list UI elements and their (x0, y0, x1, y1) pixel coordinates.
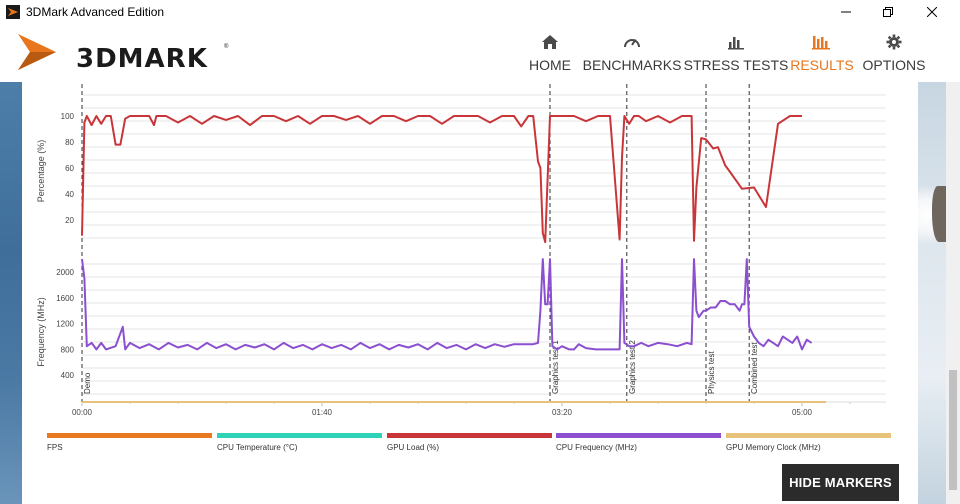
gear-icon (886, 33, 902, 51)
percentage-chart-ytick-label: 20 (65, 216, 74, 225)
legend-gpu-load[interactable]: GPU Load (%) (387, 433, 552, 452)
legend-cpu-temperature-swatch (217, 433, 382, 438)
frequency-chart-ytick-label: 1600 (56, 294, 74, 303)
frequency-chart-ylabel: Frequency (MHz) (36, 297, 46, 367)
legend-gpu-load-label: GPU Load (%) (387, 443, 440, 452)
logo-text: 3DMARK (76, 44, 208, 74)
percentage-chart-ytick-label: 80 (65, 138, 74, 147)
3dmark-logo[interactable]: 3DMARK ® (16, 28, 229, 76)
frequency-chart-ytick-label: 800 (61, 345, 75, 354)
frequency-chart-ytick-label: 2000 (56, 268, 74, 277)
bar-chart-icon (727, 33, 745, 51)
results-bar-icon (812, 33, 832, 51)
speedometer-icon (623, 33, 641, 51)
legend-gpu-memory-clock[interactable]: GPU Memory Clock (MHz) (726, 433, 891, 452)
app-logo-icon (6, 5, 20, 19)
window-title: 3DMark Advanced Edition (26, 5, 165, 19)
nav-home-label: HOME (529, 57, 571, 73)
nav-options-label: OPTIONS (862, 57, 926, 73)
legend-cpu-temperature-label: CPU Temperature (°C) (217, 443, 298, 452)
nav-benchmarks[interactable]: BENCHMARKS (582, 24, 682, 82)
background-rock (932, 186, 946, 242)
test-marker-label: Physics test (707, 351, 716, 394)
minimize-button[interactable] (826, 0, 866, 24)
gpu-load-series-line (81, 115, 802, 244)
percentage-chart-ytick-label: 40 (65, 190, 74, 199)
monitoring-chart: 20 40 60 80 100 Percentage (%) 400 800 1200 1600 2… (36, 84, 886, 417)
close-button[interactable] (912, 0, 952, 24)
x-tick-label: 03:20 (552, 408, 573, 417)
test-marker-label: Graphics test 2 (628, 340, 637, 394)
percentage-chart-ytick-label: 100 (61, 112, 75, 121)
home-icon (541, 33, 559, 51)
scrollbar-thumb[interactable] (949, 370, 957, 490)
monitoring-panel: 20 40 60 80 100 Percentage (%) 400 800 1200 1600 2… (22, 82, 918, 504)
restore-button[interactable] (868, 0, 908, 24)
3dmark-swoosh-icon (18, 34, 56, 70)
legend-gpu-memory-clock-swatch (726, 433, 891, 438)
x-tick-label: 05:00 (792, 408, 813, 417)
legend-fps[interactable]: FPS (47, 433, 212, 452)
percentage-chart-ylabel: Percentage (%) (36, 140, 46, 203)
test-marker-label: Graphics test 1 (551, 340, 560, 394)
x-tick-label: 01:40 (312, 408, 333, 417)
legend-cpu-frequency-label: CPU Frequency (MHz) (556, 443, 637, 452)
nav-results-label: RESULTS (790, 57, 854, 73)
nav-benchmarks-label: BENCHMARKS (582, 57, 682, 73)
legend-cpu-frequency-swatch (556, 433, 721, 438)
nav-stress-tests-label: STRESS TESTS (683, 57, 789, 73)
close-icon (927, 7, 937, 17)
legend-gpu-memory-clock-label: GPU Memory Clock (MHz) (726, 443, 821, 452)
nav-results[interactable]: RESULTS (790, 24, 854, 82)
cpu-frequency-series-line (81, 258, 813, 351)
vertical-scrollbar[interactable] (946, 82, 960, 504)
app-header: 3DMARK ® HOME BENCHMARKS STRESS TESTS RE… (0, 24, 960, 82)
percentage-chart-ytick-label: 60 (65, 164, 74, 173)
minimize-icon (841, 11, 851, 13)
restore-icon (883, 7, 893, 17)
legend-fps-swatch (47, 433, 212, 438)
nav-home[interactable]: HOME (526, 24, 574, 82)
hide-markers-button[interactable]: HIDE MARKERS (782, 464, 899, 501)
window-title-bar: 3DMark Advanced Edition (0, 0, 960, 24)
nav-stress-tests[interactable]: STRESS TESTS (684, 24, 788, 82)
legend-gpu-load-swatch (387, 433, 552, 438)
nav-options[interactable]: OPTIONS (862, 24, 926, 82)
legend-cpu-temperature[interactable]: CPU Temperature (°C) (217, 433, 382, 452)
test-marker-label: Demo (83, 372, 92, 394)
legend-fps-label: FPS (47, 443, 63, 452)
test-marker-label: Combined test (750, 342, 759, 394)
x-tick-label: 00:00 (72, 408, 93, 417)
frequency-chart-ytick-label: 1200 (56, 320, 74, 329)
legend-cpu-frequency[interactable]: CPU Frequency (MHz) (556, 433, 721, 452)
background-image-right (918, 82, 946, 504)
logo-trademark: ® (224, 44, 229, 50)
background-image-left (0, 82, 22, 504)
frequency-chart-ytick-label: 400 (61, 371, 75, 380)
